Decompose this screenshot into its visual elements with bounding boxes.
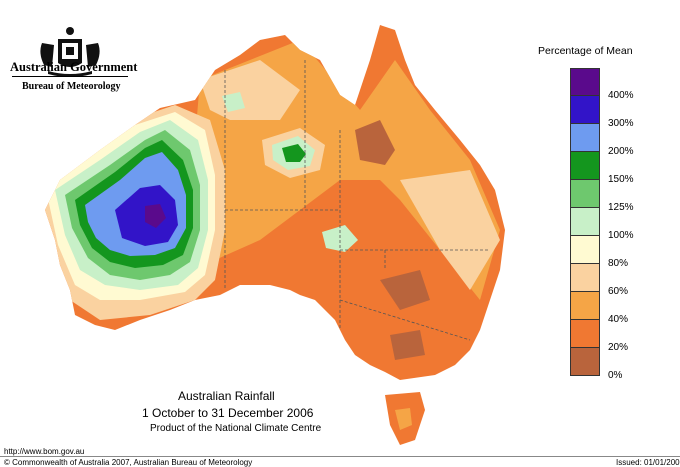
legend-swatch [570,264,600,292]
legend-label: 100% [608,230,634,241]
legend-label: 20% [608,342,629,353]
legend-swatch [570,68,600,96]
website-link[interactable]: http://www.bom.gov.au [4,447,85,456]
map-title: Australian Rainfall [178,389,275,403]
legend-label: 150% [608,174,634,185]
government-name: Australian Government [10,60,138,74]
issued-date: Issued: 01/01/2007 [616,458,680,467]
legend: 400% 300% 200% 150% 125% 100% 80% 60% 40% 20% 0% [570,68,634,381]
coat-of-arms-icon [40,27,100,77]
map-period: 1 October to 31 December 2006 [142,406,314,420]
legend-swatch [570,236,600,264]
footer-divider [0,456,680,457]
bureau-name: Bureau of Meteorology [22,81,121,92]
legend-swatch [570,96,600,124]
legend-label: 40% [608,314,629,325]
legend-swatch [570,152,600,180]
legend-swatch [570,180,600,208]
legend-swatch [570,124,600,152]
legend-swatch [570,208,600,236]
legend-label: 0% [608,370,623,381]
header-divider [12,76,128,77]
legend-swatch [570,320,600,348]
legend-label: 300% [608,118,634,129]
legend-title: Percentage of Mean [538,45,633,57]
legend-swatch [570,348,600,376]
legend-label: 80% [608,258,629,269]
map-credit: Product of the National Climate Centre [150,423,322,434]
copyright-text: © Commonwealth of Australia 2007, Austra… [4,458,253,467]
legend-label: 60% [608,286,629,297]
legend-label: 125% [608,202,634,213]
legend-label: 400% [608,90,634,101]
legend-label: 200% [608,146,634,157]
legend-swatch [570,292,600,320]
